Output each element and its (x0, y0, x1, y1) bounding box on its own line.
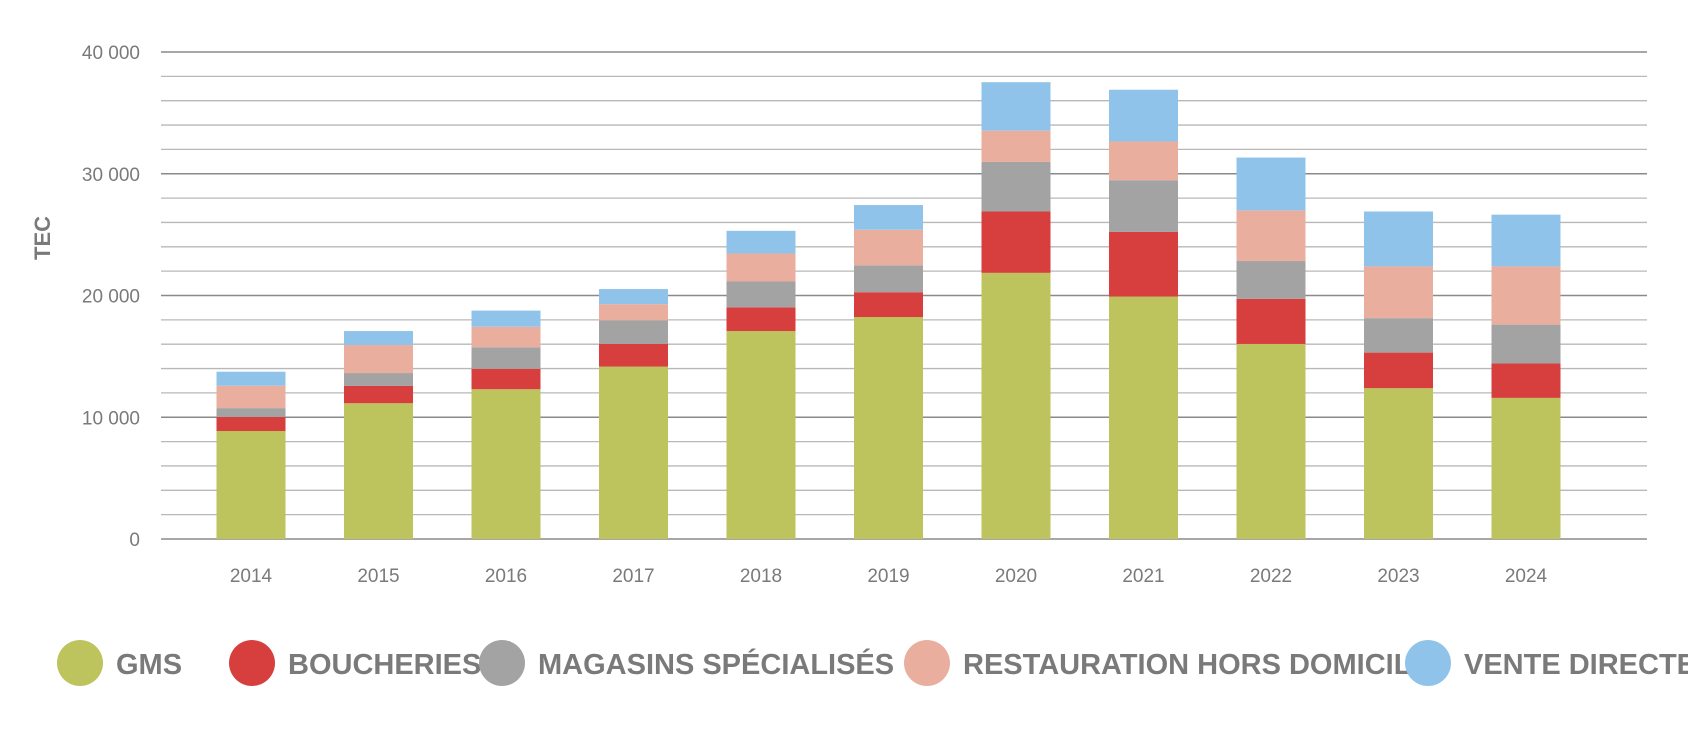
bar-segment (726, 281, 796, 308)
legend-swatch (57, 640, 103, 686)
legend-label: MAGASINS SPÉCIALISÉS (538, 647, 894, 681)
bar-segment (854, 292, 923, 318)
legend-swatch (479, 640, 525, 686)
bar-segment (1491, 266, 1561, 325)
bar-segment (216, 371, 286, 386)
bar-segment (344, 403, 413, 539)
bar-segment (1236, 210, 1306, 262)
bar-segment (1364, 266, 1433, 319)
x-tick-label: 2024 (1505, 566, 1548, 587)
legend-swatch (904, 640, 950, 686)
bar-segment (854, 317, 923, 539)
bar-segment (981, 211, 1051, 273)
bar-segment (726, 331, 796, 539)
bar-segment (981, 272, 1051, 539)
y-tick-label: 20 000 (82, 287, 140, 308)
bar-segment (599, 304, 668, 321)
bar-segment (216, 385, 286, 409)
bar-segment (726, 307, 796, 332)
bar-segment (981, 161, 1051, 212)
x-tick-label: 2021 (1122, 566, 1164, 587)
legend-label: BOUCHERIES (288, 649, 481, 681)
legend-label: RESTAURATION HORS DOMICILE (963, 649, 1431, 681)
bar-segment (344, 385, 413, 404)
bar-segment (854, 229, 923, 266)
bar-segment (216, 408, 286, 418)
legend-label: VENTE DIRECTE (1464, 649, 1688, 681)
x-tick-label: 2014 (230, 566, 273, 587)
legend-label: GMS (116, 649, 182, 681)
bar-segment (726, 253, 796, 282)
legend-swatch (1405, 640, 1451, 686)
x-tick-label: 2022 (1250, 566, 1292, 587)
bar-segment (981, 82, 1051, 131)
x-tick-label: 2018 (740, 566, 782, 587)
bar-segment (1491, 214, 1561, 267)
bar-segment (471, 347, 541, 369)
bar-segment (1236, 298, 1306, 344)
bar-segment (1491, 363, 1561, 398)
bar-segment (471, 310, 541, 327)
bar-segment (1109, 141, 1178, 181)
x-axis-ticks: 2014 2015 2016 2017 2018 2019 2020 2021 2022 2023… (230, 566, 1548, 587)
bar-segment (1109, 89, 1178, 142)
bar-segment (981, 130, 1051, 162)
x-tick-label: 2017 (612, 566, 654, 587)
bar-segment (1109, 296, 1178, 539)
y-tick-label: 30 000 (82, 165, 140, 186)
bar-segment (1364, 352, 1433, 389)
bar-segment (344, 331, 413, 346)
bars (216, 82, 1561, 539)
bar-segment (854, 205, 923, 230)
legend-swatch (229, 640, 275, 686)
bar-segment (216, 417, 286, 432)
bar-segment (599, 320, 668, 344)
bar-segment (1364, 388, 1433, 539)
bar-segment (1364, 318, 1433, 353)
bar-segment (1491, 324, 1561, 364)
y-tick-label: 10 000 (82, 408, 140, 429)
x-tick-label: 2020 (995, 566, 1037, 587)
bar-segment (216, 431, 286, 539)
bar-segment (854, 265, 923, 293)
bar-segment (1236, 261, 1306, 299)
y-tick-label: 40 000 (82, 43, 140, 64)
bar-segment (344, 345, 413, 374)
x-tick-label: 2016 (485, 566, 527, 587)
y-tick-label: 0 (129, 530, 140, 551)
bar-segment (1109, 180, 1178, 232)
x-tick-label: 2015 (357, 566, 399, 587)
bar-segment (599, 366, 668, 539)
bar-segment (726, 230, 796, 254)
x-tick-label: 2023 (1377, 566, 1419, 587)
bar-segment (1364, 211, 1433, 267)
bar-segment (599, 289, 668, 305)
y-axis-label: TEC (30, 216, 55, 260)
bar-segment (1109, 231, 1178, 297)
bar-segment (471, 326, 541, 348)
y-axis-ticks: 0 10 000 20 000 30 000 40 000 (82, 43, 140, 551)
bar-segment (471, 389, 541, 539)
bar-segment (471, 368, 541, 390)
bar-segment (1491, 397, 1561, 539)
legend: GMS BOUCHERIES MAGASINS SPÉCIALISÉS RESTAUR… (57, 640, 1688, 686)
bar-segment (599, 343, 668, 367)
bar-segment (1236, 157, 1306, 211)
x-tick-label: 2019 (867, 566, 909, 587)
bar-segment (344, 373, 413, 386)
bar-segment (1236, 343, 1306, 539)
